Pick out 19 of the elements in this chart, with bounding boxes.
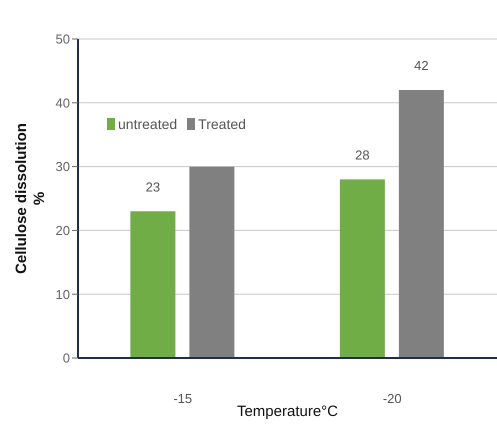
data-label: 23 <box>146 179 160 194</box>
y-tick-label: 20 <box>56 223 70 238</box>
x-tick-label: -20 <box>382 391 402 406</box>
bar <box>340 179 385 358</box>
y-tick-label: 50 <box>56 32 70 47</box>
x-tick-label: -15 <box>173 391 192 406</box>
legend-label: untreated <box>118 116 178 132</box>
legend-label: Treated <box>198 116 246 132</box>
bar <box>130 211 176 358</box>
y-tick-label: 0 <box>62 350 70 366</box>
bar <box>189 166 234 358</box>
bar <box>398 90 444 358</box>
x-axis-title: Temperature°C <box>236 403 338 420</box>
y-tick-label: 10 <box>56 286 70 302</box>
data-label: 28 <box>355 147 370 162</box>
y-axis-title: Cellulose dissolution % <box>13 123 48 274</box>
data-label: 42 <box>414 58 429 74</box>
y-tick-label: 30 <box>56 159 70 174</box>
y-tick-label: 40 <box>56 95 70 110</box>
